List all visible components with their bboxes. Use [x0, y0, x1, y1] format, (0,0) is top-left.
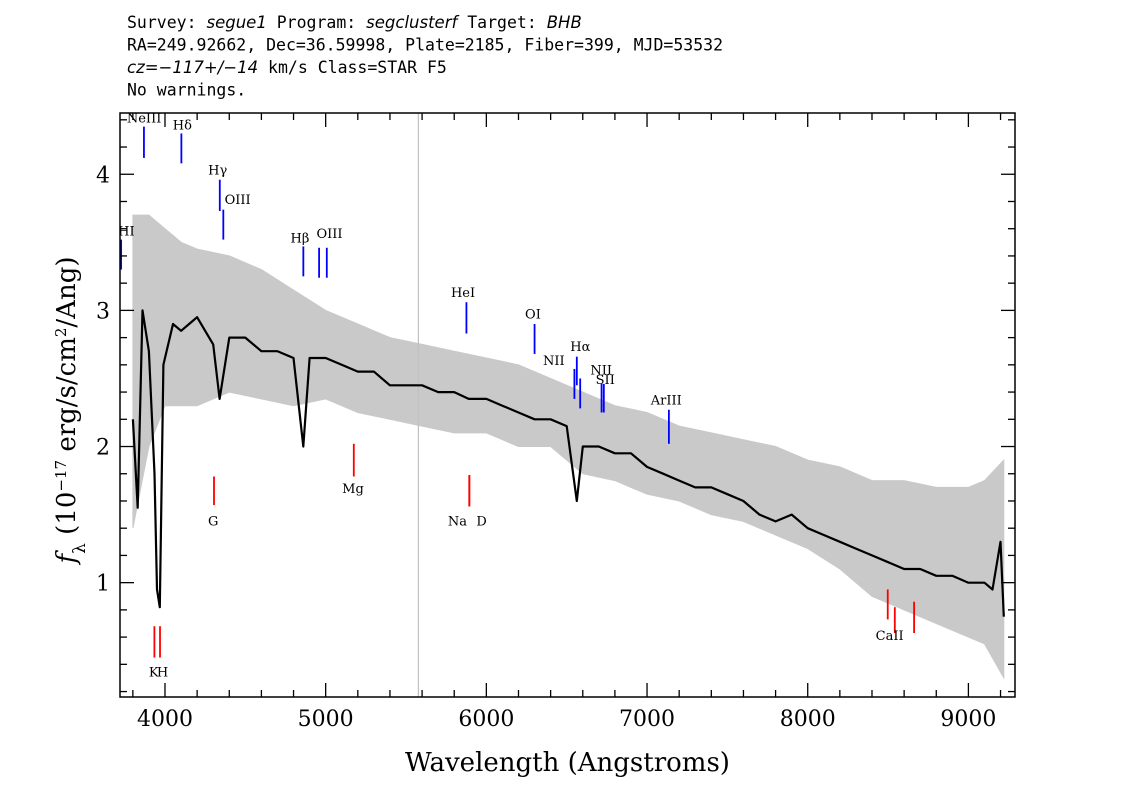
header-segment: RA=249.92662, Dec=36.59998, Plate=2185, …: [127, 36, 723, 55]
absorption-line-label: H: [157, 666, 168, 681]
header-segment: Target:: [457, 13, 546, 32]
header-line4: No warnings.: [127, 81, 246, 100]
y-tick-label: 1: [96, 572, 110, 597]
y-axis-label-part: 2: [52, 328, 70, 338]
emission-line-label: NII: [543, 354, 565, 369]
x-tick-label: 6000: [458, 707, 514, 732]
emission-line-label: OI: [525, 308, 541, 323]
header-segment: km/s Class=STAR F5: [258, 58, 447, 77]
y-axis-label: fλ (10−17 erg/s/cm2/Ang): [52, 257, 90, 566]
y-axis-label-part: erg/s/cm: [52, 337, 82, 460]
absorption-line-label: Na: [448, 514, 467, 529]
y-axis-label-part: −17: [52, 460, 70, 492]
y-axis-label-part: (10: [52, 492, 82, 544]
spectrum-header: Survey: segue1 Program: segclusterf Targ…: [127, 13, 723, 100]
x-tick-label: 9000: [940, 707, 996, 732]
header-segment: No warnings.: [127, 81, 246, 100]
y-tick-label: 3: [96, 299, 110, 324]
emission-line-label: NeIII: [127, 112, 161, 127]
absorption-line-label: CaII: [876, 629, 904, 644]
x-tick-label: 4000: [137, 707, 193, 732]
emission-line-label: Hγ: [208, 163, 227, 178]
absorption-line-label: G: [208, 514, 218, 529]
header-segment: segclusterf: [366, 13, 459, 32]
x-tick-label: 5000: [298, 707, 354, 732]
emission-line-label: Hδ: [173, 118, 192, 133]
emission-line-label: ArIII: [650, 393, 682, 408]
x-tick-label: 8000: [780, 707, 836, 732]
header-line3: cz=−117+/−14 km/s Class=STAR F5: [127, 58, 447, 77]
flux-series-line: [131, 309, 1005, 617]
absorption-line-label: D: [476, 514, 486, 529]
y-tick-label: 4: [96, 163, 110, 188]
header-segment: Program:: [267, 13, 366, 32]
x-tick-label: 7000: [619, 707, 675, 732]
y-tick-label: 2: [96, 436, 110, 461]
emission-line-label: Hα: [570, 340, 590, 355]
y-axis-label-part: /Ang): [52, 257, 82, 328]
plot-frame: [119, 112, 1016, 698]
header-segment: segue1: [206, 13, 266, 32]
y-axis-label-part: λ: [70, 543, 90, 554]
header-line2: RA=249.92662, Dec=36.59998, Plate=2185, …: [127, 36, 723, 55]
x-axis-label: Wavelength (Angstroms): [405, 748, 730, 778]
emission-line-label: NII: [590, 363, 612, 378]
emission-line-label: OIII: [316, 227, 342, 242]
header-line1: Survey: segue1 Program: segclusterf Targ…: [127, 13, 582, 32]
emission-line-label: OIII: [225, 193, 251, 208]
emission-line-label: SII: [596, 373, 615, 388]
axis-ticks: 4000 5000 6000 7000 8000 9000 1 2 3 4: [96, 113, 1015, 732]
emission-line-label: HeI: [451, 286, 475, 301]
header-segment: BHB: [547, 13, 582, 32]
header-segment: Survey:: [127, 13, 206, 32]
header-segment: cz=−117+/−14: [127, 58, 258, 77]
absorption-line-label: Mg: [342, 482, 364, 497]
absorption-line-label: K: [149, 666, 159, 681]
emission-line-label: Hβ: [291, 231, 310, 246]
